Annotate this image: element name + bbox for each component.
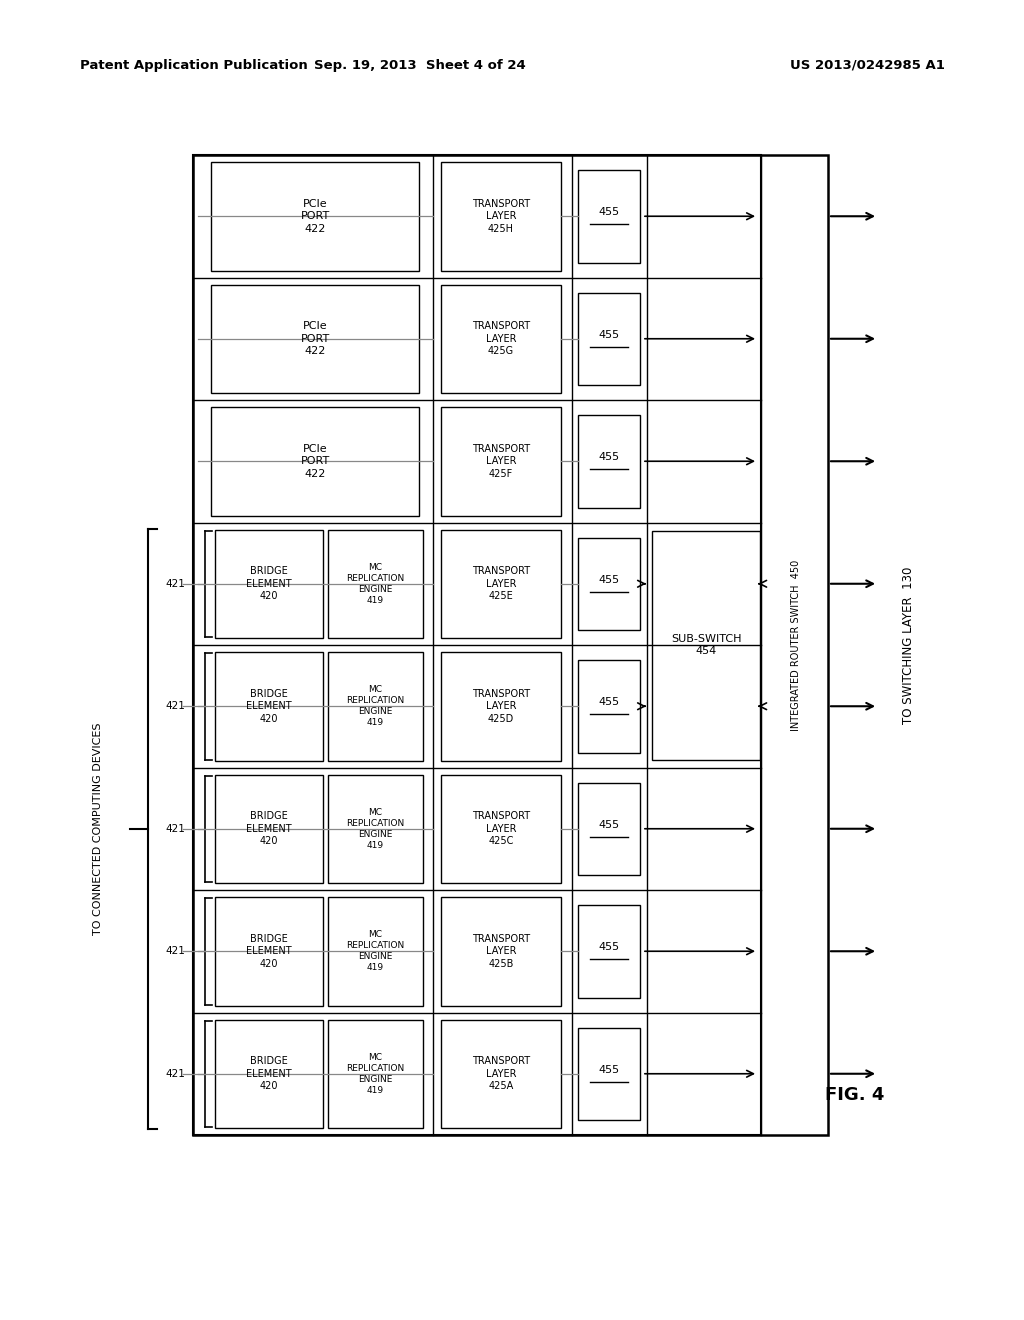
Text: MC
REPLICATION
ENGINE
419: MC REPLICATION ENGINE 419 bbox=[346, 1052, 404, 1094]
Text: US 2013/0242985 A1: US 2013/0242985 A1 bbox=[791, 58, 945, 71]
Text: TRANSPORT
LAYER
425E: TRANSPORT LAYER 425E bbox=[472, 566, 530, 601]
Bar bbox=[578, 293, 640, 385]
Bar bbox=[578, 414, 640, 507]
Text: PCIe
PORT
422: PCIe PORT 422 bbox=[300, 444, 330, 479]
Text: BRIDGE
ELEMENT
420: BRIDGE ELEMENT 420 bbox=[246, 933, 292, 969]
Bar bbox=[441, 529, 561, 638]
Text: TRANSPORT
LAYER
425A: TRANSPORT LAYER 425A bbox=[472, 1056, 530, 1092]
Text: TRANSPORT
LAYER
425B: TRANSPORT LAYER 425B bbox=[472, 933, 530, 969]
Bar bbox=[328, 775, 423, 883]
Bar bbox=[328, 652, 423, 760]
Text: BRIDGE
ELEMENT
420: BRIDGE ELEMENT 420 bbox=[246, 1056, 292, 1092]
Bar bbox=[578, 660, 640, 752]
Text: 455: 455 bbox=[598, 820, 620, 830]
Bar bbox=[578, 906, 640, 998]
Bar bbox=[328, 529, 423, 638]
Bar bbox=[441, 1019, 561, 1129]
Text: PCIe
PORT
422: PCIe PORT 422 bbox=[300, 199, 330, 234]
Text: FIG. 4: FIG. 4 bbox=[825, 1086, 885, 1104]
Text: MC
REPLICATION
ENGINE
419: MC REPLICATION ENGINE 419 bbox=[346, 931, 404, 973]
Bar bbox=[215, 1019, 323, 1129]
Text: MC
REPLICATION
ENGINE
419: MC REPLICATION ENGINE 419 bbox=[346, 685, 404, 727]
Bar bbox=[441, 898, 561, 1006]
Bar bbox=[215, 529, 323, 638]
Text: TRANSPORT
LAYER
425G: TRANSPORT LAYER 425G bbox=[472, 321, 530, 356]
Text: MC
REPLICATION
ENGINE
419: MC REPLICATION ENGINE 419 bbox=[346, 808, 404, 850]
Text: BRIDGE
ELEMENT
420: BRIDGE ELEMENT 420 bbox=[246, 689, 292, 723]
Bar bbox=[578, 1027, 640, 1119]
Bar bbox=[328, 1019, 423, 1129]
Text: TO SWITCHING LAYER  130: TO SWITCHING LAYER 130 bbox=[901, 566, 914, 723]
Bar bbox=[193, 154, 761, 1135]
Text: 421: 421 bbox=[165, 578, 185, 589]
Text: TRANSPORT
LAYER
425C: TRANSPORT LAYER 425C bbox=[472, 812, 530, 846]
Bar bbox=[215, 775, 323, 883]
Text: 455: 455 bbox=[598, 207, 620, 218]
Text: Sep. 19, 2013  Sheet 4 of 24: Sep. 19, 2013 Sheet 4 of 24 bbox=[314, 58, 526, 71]
Bar bbox=[441, 285, 561, 393]
Text: 421: 421 bbox=[165, 824, 185, 834]
Text: BRIDGE
ELEMENT
420: BRIDGE ELEMENT 420 bbox=[246, 566, 292, 601]
Text: 455: 455 bbox=[598, 574, 620, 585]
Text: 455: 455 bbox=[598, 330, 620, 339]
Text: BRIDGE
ELEMENT
420: BRIDGE ELEMENT 420 bbox=[246, 812, 292, 846]
Bar bbox=[328, 898, 423, 1006]
Text: 421: 421 bbox=[165, 1069, 185, 1078]
Bar bbox=[441, 775, 561, 883]
Text: 455: 455 bbox=[598, 1065, 620, 1074]
Text: PCIe
PORT
422: PCIe PORT 422 bbox=[300, 321, 330, 356]
Bar bbox=[441, 162, 561, 271]
Bar bbox=[441, 652, 561, 760]
Bar bbox=[211, 162, 419, 271]
Text: Patent Application Publication: Patent Application Publication bbox=[80, 58, 308, 71]
Text: SUB-SWITCH
454: SUB-SWITCH 454 bbox=[671, 634, 741, 656]
Bar bbox=[578, 537, 640, 630]
Bar bbox=[578, 170, 640, 263]
Bar bbox=[215, 652, 323, 760]
Text: 455: 455 bbox=[598, 942, 620, 952]
Bar bbox=[441, 407, 561, 516]
Bar bbox=[578, 783, 640, 875]
Bar bbox=[215, 898, 323, 1006]
Bar bbox=[211, 407, 419, 516]
Bar bbox=[193, 154, 828, 1135]
Text: 455: 455 bbox=[598, 453, 620, 462]
Text: TRANSPORT
LAYER
425F: TRANSPORT LAYER 425F bbox=[472, 444, 530, 479]
Text: TRANSPORT
LAYER
425H: TRANSPORT LAYER 425H bbox=[472, 199, 530, 234]
Text: 421: 421 bbox=[165, 701, 185, 711]
Bar bbox=[211, 285, 419, 393]
Bar bbox=[652, 531, 760, 759]
Text: 421: 421 bbox=[165, 946, 185, 956]
Text: MC
REPLICATION
ENGINE
419: MC REPLICATION ENGINE 419 bbox=[346, 562, 404, 605]
Text: TO CONNECTED COMPUTING DEVICES: TO CONNECTED COMPUTING DEVICES bbox=[93, 722, 103, 935]
Text: TRANSPORT
LAYER
425D: TRANSPORT LAYER 425D bbox=[472, 689, 530, 723]
Text: 455: 455 bbox=[598, 697, 620, 708]
Text: INTEGRATED ROUTER SWITCH  450: INTEGRATED ROUTER SWITCH 450 bbox=[791, 560, 801, 731]
